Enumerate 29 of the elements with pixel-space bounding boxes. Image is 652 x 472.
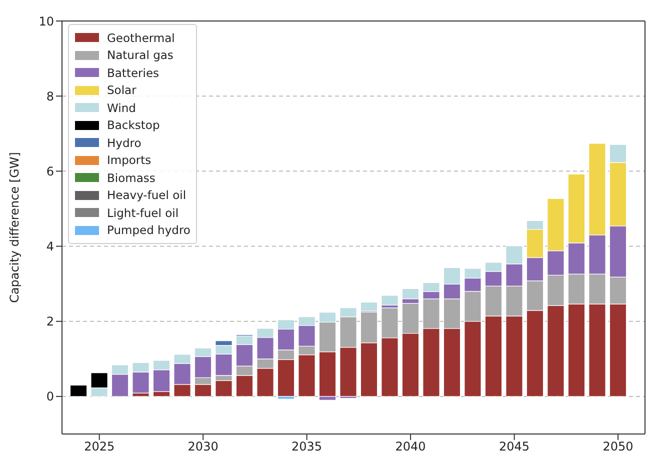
y-tick-label: 10 [38,14,54,28]
bar [381,295,398,306]
legend-label: Hydro [107,136,142,150]
legend-label: Pumped hydro [107,223,190,238]
bar [70,384,88,397]
x-tick-label: 2050 [602,440,634,454]
bar [402,288,420,300]
y-tick-label: 2 [46,314,54,329]
legend-label: Backstop [107,118,160,132]
x-tick-label: 2025 [84,440,115,454]
x-tick-label: 2030 [188,440,218,454]
legend-label: Natural gas [107,48,174,62]
bar [215,380,232,397]
x-tick-label: 2040 [395,440,426,454]
y-tick-label: 8 [46,89,54,104]
legend-label: Batteries [107,66,160,80]
legend-label: Heavy-fuel oil [107,188,186,202]
x-tick-label: 2045 [499,440,530,454]
legend-label: Light-fuel oil [107,206,179,220]
y-axis-title: Capacity difference [GW] [7,152,22,303]
x-tick-label: 2035 [292,440,322,454]
legend-label: Wind [107,100,136,115]
y-tick-label: 4 [46,240,54,254]
legend-label: Imports [107,153,152,168]
y-tick-label: 6 [46,164,54,178]
legend-label: Solar [107,83,136,98]
legend-label: Geothermal [107,30,175,45]
y-tick-label: 0 [46,390,54,404]
legend-label: Biomass [107,170,156,185]
